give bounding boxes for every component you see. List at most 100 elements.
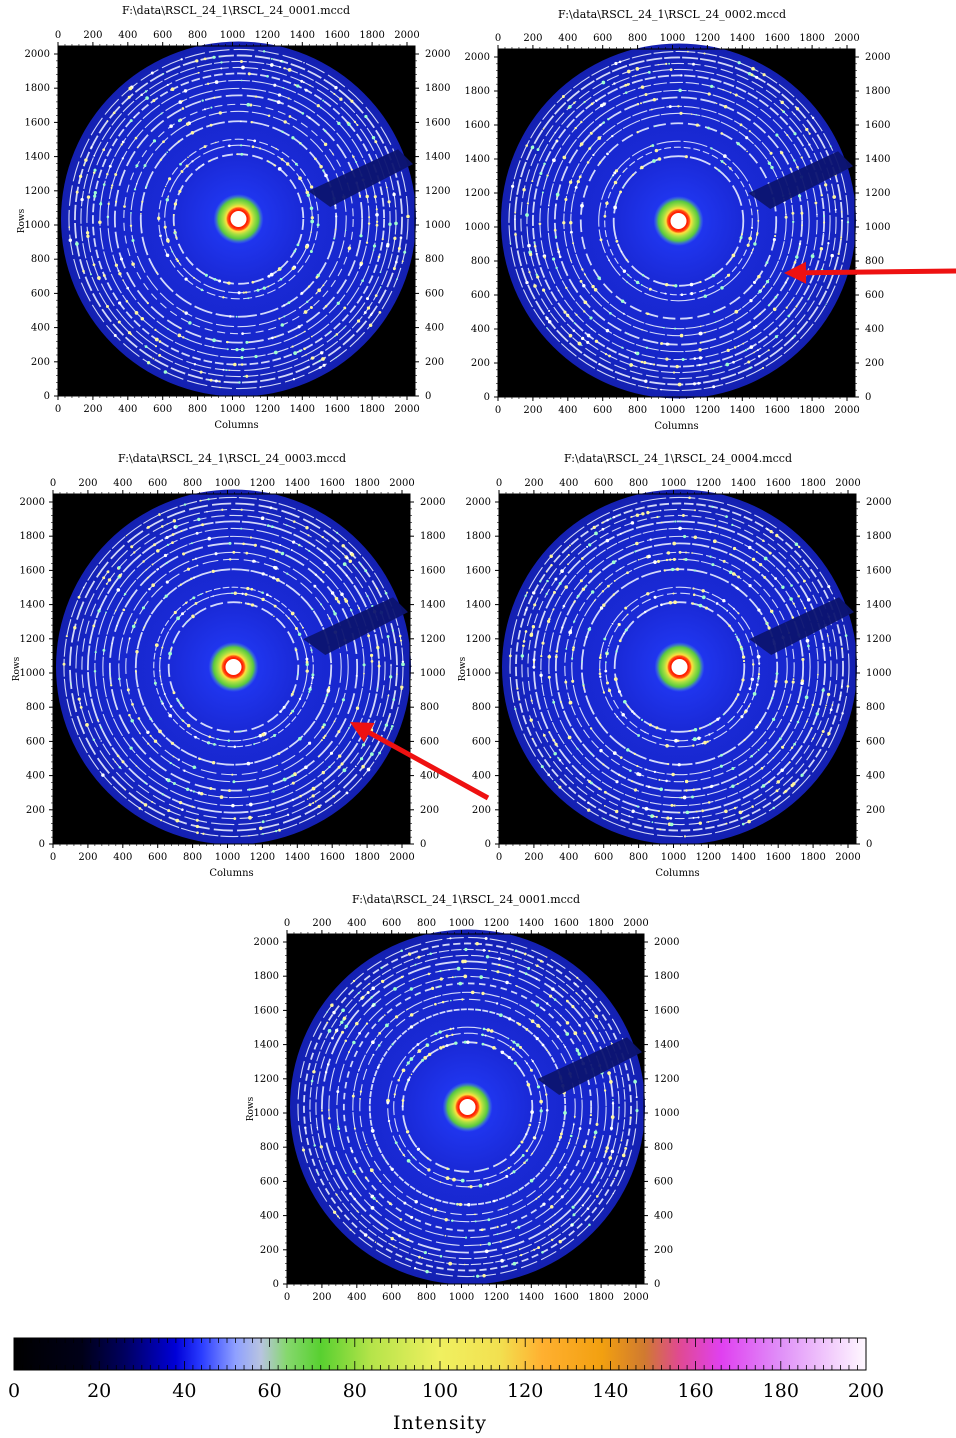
ring-speck — [345, 556, 349, 560]
ring-speck — [152, 139, 157, 143]
y-tick-label-left: 400 — [471, 324, 490, 335]
ring-speck — [261, 832, 264, 835]
ring-speck — [568, 105, 572, 109]
ring-speck — [213, 278, 217, 281]
ring-speck — [397, 247, 401, 250]
ring-speck — [738, 810, 743, 815]
ring-speck — [717, 360, 719, 362]
ring-speck — [576, 976, 579, 979]
ring-speck — [731, 523, 734, 527]
ring-speck — [212, 595, 215, 597]
y-tick-label-left: 1000 — [254, 1108, 279, 1119]
ring-speck — [175, 818, 180, 823]
ring-speck — [311, 673, 315, 677]
ring-speck — [671, 772, 675, 777]
diffraction-ring — [393, 1032, 542, 1182]
ring-speck — [623, 184, 625, 187]
ring-speck — [380, 1223, 383, 1226]
ring-speck — [147, 742, 150, 745]
ring-speck — [307, 534, 310, 537]
ring-speck — [792, 602, 795, 605]
ring-speck — [463, 974, 468, 979]
ring-speck — [641, 329, 643, 331]
ring-speck — [734, 633, 737, 636]
beamstop-shadow — [303, 597, 409, 656]
ring-speck — [146, 302, 149, 305]
ring-speck — [567, 735, 572, 740]
ring-speck — [118, 677, 121, 681]
ring-speck — [740, 647, 744, 651]
ring-speck — [240, 79, 243, 82]
ring-speck — [820, 194, 824, 197]
y-tick-label-left: 1000 — [465, 222, 490, 233]
ring-speck — [527, 243, 531, 248]
ring-speck — [338, 754, 342, 758]
ring-speck — [741, 822, 745, 826]
ring-speck — [145, 185, 148, 188]
ring-speck — [83, 164, 85, 166]
ring-speck — [166, 83, 169, 86]
ring-speck — [579, 579, 583, 583]
ring-speck — [129, 746, 133, 750]
ring-speck — [304, 1126, 307, 1129]
ring-speck — [326, 1021, 329, 1024]
beamstop-shadow — [748, 151, 854, 210]
ring-speck — [352, 979, 356, 983]
ring-speck — [161, 702, 164, 705]
ring-speck — [322, 284, 325, 287]
ring-speck — [171, 250, 174, 253]
ring-speck — [350, 609, 353, 612]
ring-speck — [619, 774, 622, 777]
ring-speck — [758, 562, 763, 567]
ring-speck — [637, 734, 641, 737]
ring-speck — [482, 948, 486, 952]
y-tick-label-left: 1800 — [466, 531, 491, 542]
ring-speck — [756, 654, 761, 659]
ring-speck — [363, 311, 367, 314]
plot-frame — [57, 45, 416, 397]
x-tick-label-top: 1200 — [250, 478, 275, 489]
x-tick-label-top: 1600 — [764, 33, 789, 44]
ring-speck — [499, 1240, 502, 1243]
ring-speck — [589, 1113, 593, 1117]
x-tick-label-top: 400 — [118, 30, 137, 41]
ring-speck — [652, 159, 656, 163]
ring-speck — [350, 552, 355, 557]
ring-speck — [840, 238, 842, 240]
ring-speck — [541, 588, 544, 591]
ring-speck — [310, 335, 313, 338]
ring-speck — [752, 692, 757, 696]
ring-speck — [529, 718, 533, 722]
ring-speck — [131, 703, 134, 706]
ring-speck — [106, 216, 110, 219]
y-tick-label-right: 1800 — [865, 86, 890, 97]
y-tick-label-right: 1200 — [654, 1074, 679, 1085]
ring-speck — [176, 699, 180, 702]
ring-speck — [699, 341, 702, 344]
ring-speck — [740, 233, 743, 236]
ring-speck — [287, 301, 291, 305]
ring-speck — [340, 592, 344, 597]
ring-speck — [140, 801, 143, 804]
ring-speck — [583, 310, 586, 313]
ring-speck — [612, 751, 617, 755]
ring-speck — [305, 669, 309, 673]
ring-speck — [700, 290, 703, 292]
ring-speck — [439, 1181, 442, 1183]
ring-speck — [499, 1013, 503, 1018]
ring-speck — [575, 313, 578, 316]
ring-speck — [313, 1144, 316, 1147]
ring-speck — [821, 729, 825, 734]
ring-speck — [305, 662, 309, 667]
ring-speck — [325, 694, 329, 697]
diffraction-ring — [86, 66, 391, 372]
ring-speck — [172, 764, 175, 766]
ring-speck — [386, 635, 390, 638]
ring-speck — [590, 328, 593, 330]
annotation-arrow-shaft — [805, 268, 956, 276]
ring-speck — [747, 360, 751, 364]
ring-speck — [640, 85, 645, 89]
y-tick-label-right: 1400 — [420, 600, 445, 611]
ring-speck — [807, 297, 810, 300]
y-tick-label-right: 2000 — [425, 49, 450, 60]
